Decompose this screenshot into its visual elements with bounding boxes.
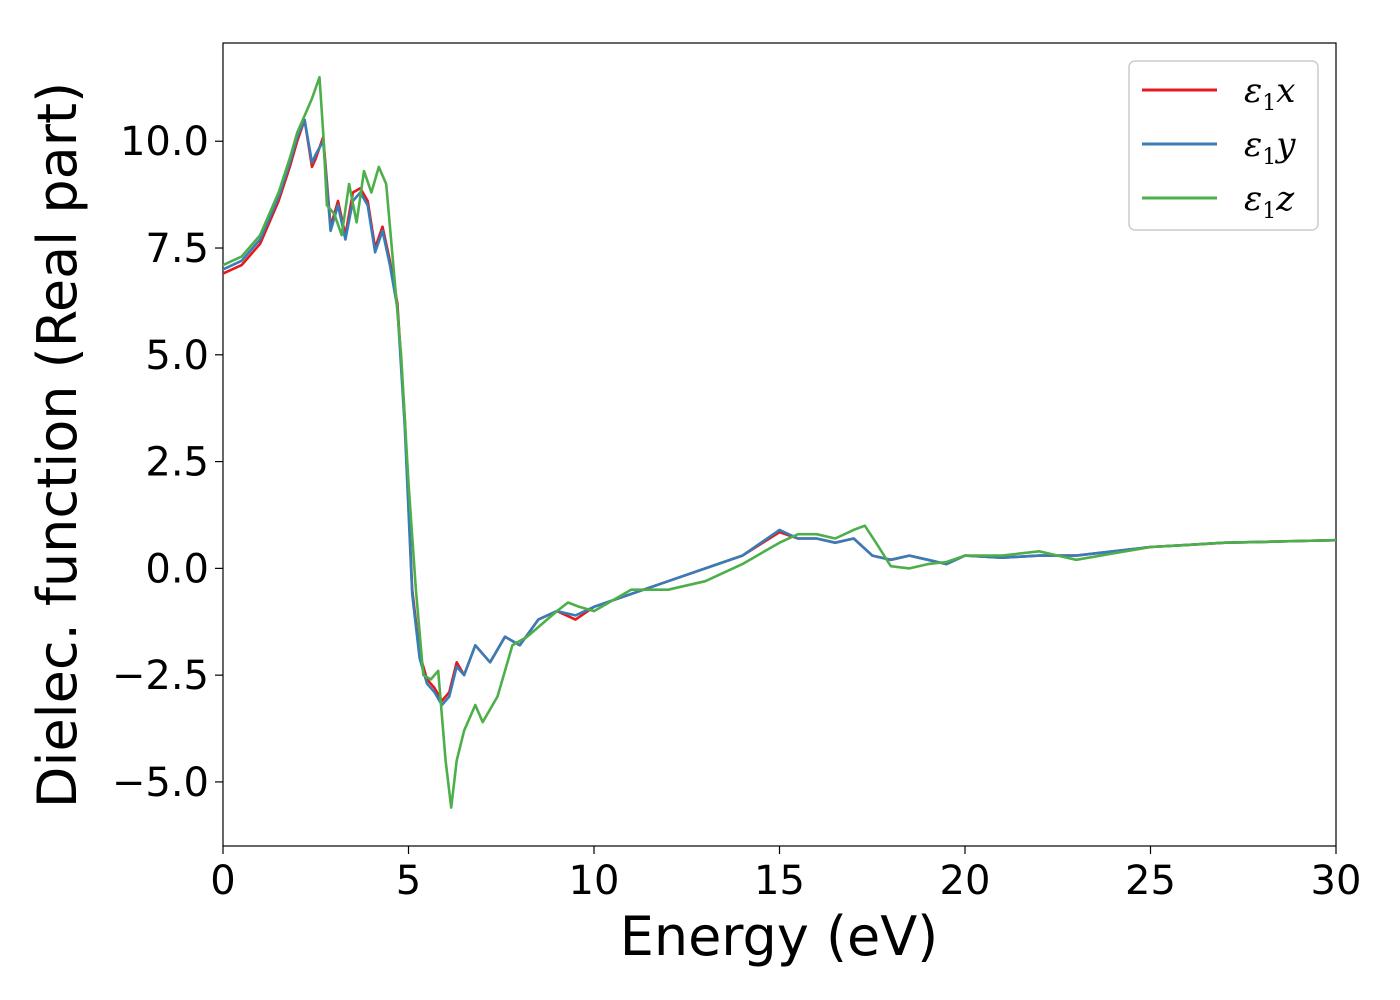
x-tick-label: 15 [754, 858, 805, 904]
legend-label-symbol: ε [1244, 179, 1262, 219]
series-layer [223, 75, 1336, 809]
y-tick-label: 5.0 [145, 333, 209, 379]
y-tick-label: 10.0 [120, 119, 209, 165]
legend-label-symbol: ε [1244, 125, 1262, 165]
legend-label-subscript: 1 [1262, 91, 1276, 116]
legend-label-variable: x [1276, 71, 1295, 111]
x-tick-label: 10 [569, 858, 620, 904]
x-tick-label: 30 [1311, 858, 1362, 904]
legend-label-subscript: 1 [1262, 199, 1276, 224]
y-tick-label: −5.0 [112, 760, 209, 806]
y-tick-label: −2.5 [112, 653, 209, 699]
y-tick-label: 2.5 [145, 440, 209, 486]
x-tick-label: 25 [1125, 858, 1176, 904]
series-line-z [223, 75, 1336, 809]
x-tick-label: 0 [210, 858, 235, 904]
y-axis-title: Dielec. function (Real part) [26, 82, 89, 808]
y-tick-label: 0.0 [145, 546, 209, 592]
legend-label-y: ε1y [1244, 125, 1296, 170]
y-tick-label: 7.5 [145, 226, 209, 272]
x-axis-ticks: 0 5 10 15 20 25 30 [210, 846, 1361, 904]
x-axis-title: Energy (eV) [620, 905, 939, 968]
y-axis-ticks: −5.0 −2.5 0.0 2.5 5.0 7.5 10.0 [112, 119, 223, 806]
legend-label-subscript: 1 [1262, 145, 1276, 170]
x-tick-label: 20 [940, 858, 991, 904]
legend-label-x: ε1x [1244, 71, 1295, 116]
x-tick-label: 5 [396, 858, 421, 904]
legend-label-variable: y [1274, 125, 1296, 165]
legend-label-variable: z [1275, 179, 1295, 219]
legend-box [1128, 60, 1319, 231]
legend-label-symbol: ε [1244, 71, 1262, 111]
legend-label-z: ε1z [1244, 179, 1295, 224]
